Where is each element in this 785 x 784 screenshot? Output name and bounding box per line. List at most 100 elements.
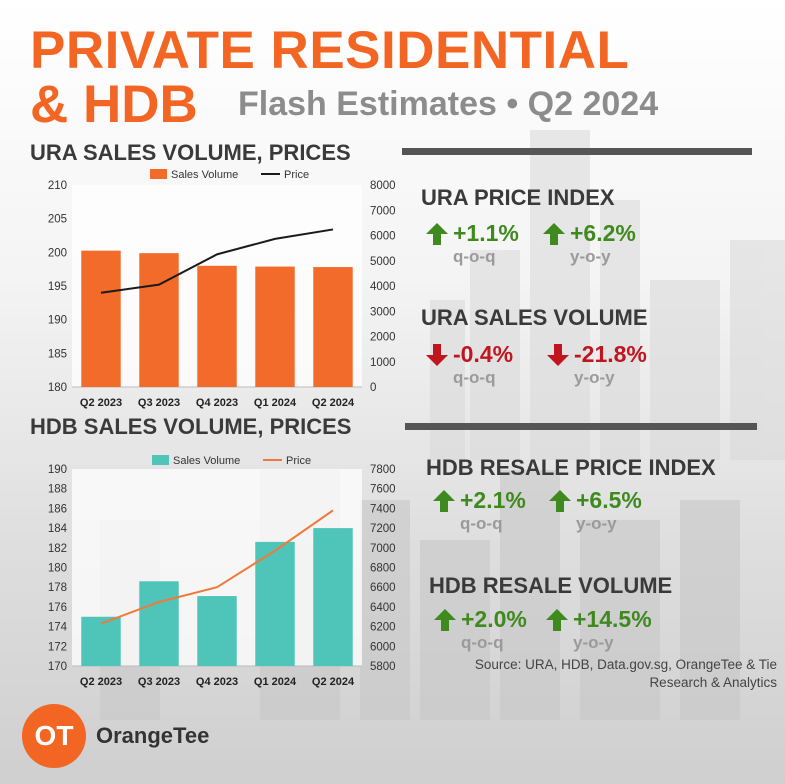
right-axis-tick-label: 7000 (370, 205, 396, 217)
bar-q2-2024 (313, 267, 353, 387)
ura-section-heading: URA SALES VOLUME, PRICES (30, 140, 351, 165)
stat-period: y-o-y (574, 368, 615, 387)
stat-period: q-o-q (453, 247, 496, 266)
left-axis-tick-label: 195 (48, 281, 67, 293)
legend-label-price: Price (286, 455, 311, 467)
up-arrow-icon (546, 608, 568, 631)
right-axis-tick-label: 6000 (370, 641, 396, 653)
hdb-price-qoq-stat: +2.1% q-o-q (432, 487, 552, 534)
category-label: Q2 2024 (312, 676, 355, 688)
ura-volume-qoq-stat: -0.4% q-o-q (425, 341, 545, 388)
page-title-line1: PRIVATE RESIDENTIAL (30, 21, 630, 80)
up-arrow-icon (433, 489, 455, 512)
right-axis-tick-label: 5000 (370, 256, 396, 268)
bar-q2-2023 (81, 616, 121, 666)
left-axis-tick-label: 200 (48, 247, 67, 259)
left-axis-tick-label: 180 (48, 382, 67, 394)
stat-value: +6.2% (570, 220, 636, 246)
ura-sales-volume-title: URA SALES VOLUME (421, 305, 648, 330)
down-arrow-icon (426, 343, 448, 366)
category-label: Q2 2023 (80, 397, 122, 409)
left-axis-tick-label: 190 (48, 315, 67, 327)
ura-price-index-title: URA PRICE INDEX (421, 185, 615, 210)
right-axis-tick-label: 6800 (370, 563, 396, 575)
right-axis-tick-label: 4000 (370, 281, 396, 293)
hdb-volume-yoy-stat: +14.5% y-o-y (545, 606, 675, 653)
bar-q4-2023 (197, 265, 237, 387)
right-axis-tick-label: 7000 (370, 543, 396, 555)
category-label: Q4 2023 (196, 397, 238, 409)
category-label: Q4 2023 (196, 676, 238, 688)
page-subtitle: Flash Estimates • Q2 2024 (238, 85, 659, 123)
page-title-line2: & HDB (30, 75, 198, 134)
ura-price-yoy-stat: +6.2% y-o-y (542, 220, 662, 267)
stat-value: -0.4% (453, 341, 514, 367)
stat-period: q-o-q (460, 514, 503, 533)
legend-label-sales-volume: Sales Volume (173, 455, 240, 467)
category-label: Q3 2023 (138, 676, 180, 688)
price-line (100, 509, 334, 625)
bar-q4-2023 (197, 596, 237, 666)
left-axis-tick-label: 188 (48, 484, 67, 496)
legend-swatch-sales-volume (152, 455, 169, 465)
left-axis-tick-label: 186 (48, 503, 67, 515)
legend-label-price: Price (284, 169, 309, 181)
up-arrow-icon (426, 222, 448, 245)
right-axis-tick-label: 1000 (370, 357, 396, 369)
category-label: Q3 2023 (138, 397, 180, 409)
hdb-price-yoy-stat: +6.5% y-o-y (548, 487, 668, 534)
stat-period: y-o-y (576, 514, 617, 533)
left-axis-tick-label: 180 (48, 563, 67, 575)
source-line1: Source: URA, HDB, Data.gov.sg, OrangeTee… (474, 657, 777, 672)
hdb-resale-price-index-title: HDB RESALE PRICE INDEX (426, 455, 716, 480)
hdb-section-rule (405, 423, 757, 430)
up-arrow-icon (549, 489, 571, 512)
category-label: Q1 2024 (254, 676, 297, 688)
right-axis-tick-label: 6400 (370, 602, 396, 614)
left-axis-tick-label: 178 (48, 582, 67, 594)
hdb-resale-volume-title: HDB RESALE VOLUME (429, 573, 673, 598)
stat-value: +2.0% (461, 606, 527, 632)
up-arrow-icon (543, 222, 565, 245)
hdb-volume-qoq-stat: +2.0% q-o-q (433, 606, 553, 653)
bar-q2-2024 (313, 528, 353, 666)
left-axis-tick-label: 205 (48, 214, 67, 226)
source-note: Source: URA, HDB, Data.gov.sg, OrangeTee… (475, 656, 777, 692)
left-axis-tick-label: 190 (48, 464, 67, 476)
right-axis-tick-label: 6600 (370, 582, 396, 594)
category-label: Q2 2023 (80, 676, 122, 688)
stat-value: +14.5% (573, 606, 652, 632)
left-axis-tick-label: 185 (48, 348, 67, 360)
right-axis-tick-label: 7600 (370, 484, 396, 496)
ura-volume-yoy-stat: -21.8% y-o-y (546, 341, 676, 388)
right-axis-tick-label: 0 (370, 382, 376, 394)
logo-mark: OT (22, 704, 86, 768)
right-axis-tick-label: 7400 (370, 503, 396, 515)
bar-q3-2023 (139, 253, 179, 387)
up-arrow-icon (434, 608, 456, 631)
left-axis-tick-label: 174 (48, 622, 68, 634)
stat-value: -21.8% (574, 341, 647, 367)
ura-chart: 180 185 190 195 200 205 210 0 1000 2000 3000 4000 50… (48, 169, 396, 409)
stat-period: y-o-y (573, 633, 614, 652)
orangetee-logo: OT OrangeTee (22, 704, 209, 768)
left-axis-tick-label: 170 (48, 661, 67, 673)
right-axis-tick-label: 7200 (370, 523, 396, 535)
right-axis-tick-label: 3000 (370, 306, 396, 318)
bar-q3-2023 (139, 581, 179, 666)
category-label: Q2 2024 (312, 397, 355, 409)
logo-name: OrangeTee (96, 723, 210, 748)
price-line (100, 228, 334, 294)
left-axis-tick-label: 182 (48, 543, 67, 555)
hdb-chart: 170 172 174 176 178 180 182 184 186 188 190 5800 600… (48, 455, 396, 688)
right-axis-tick-label: 5800 (370, 661, 396, 673)
source-line2: Research & Analytics (649, 675, 777, 690)
down-arrow-icon (547, 343, 569, 366)
legend-label-sales-volume: Sales Volume (171, 169, 238, 181)
stat-period: y-o-y (570, 247, 611, 266)
category-label: Q1 2024 (254, 397, 297, 409)
right-axis-tick-label: 6200 (370, 622, 396, 634)
stat-period: q-o-q (461, 633, 504, 652)
left-axis-tick-label: 172 (48, 641, 67, 653)
